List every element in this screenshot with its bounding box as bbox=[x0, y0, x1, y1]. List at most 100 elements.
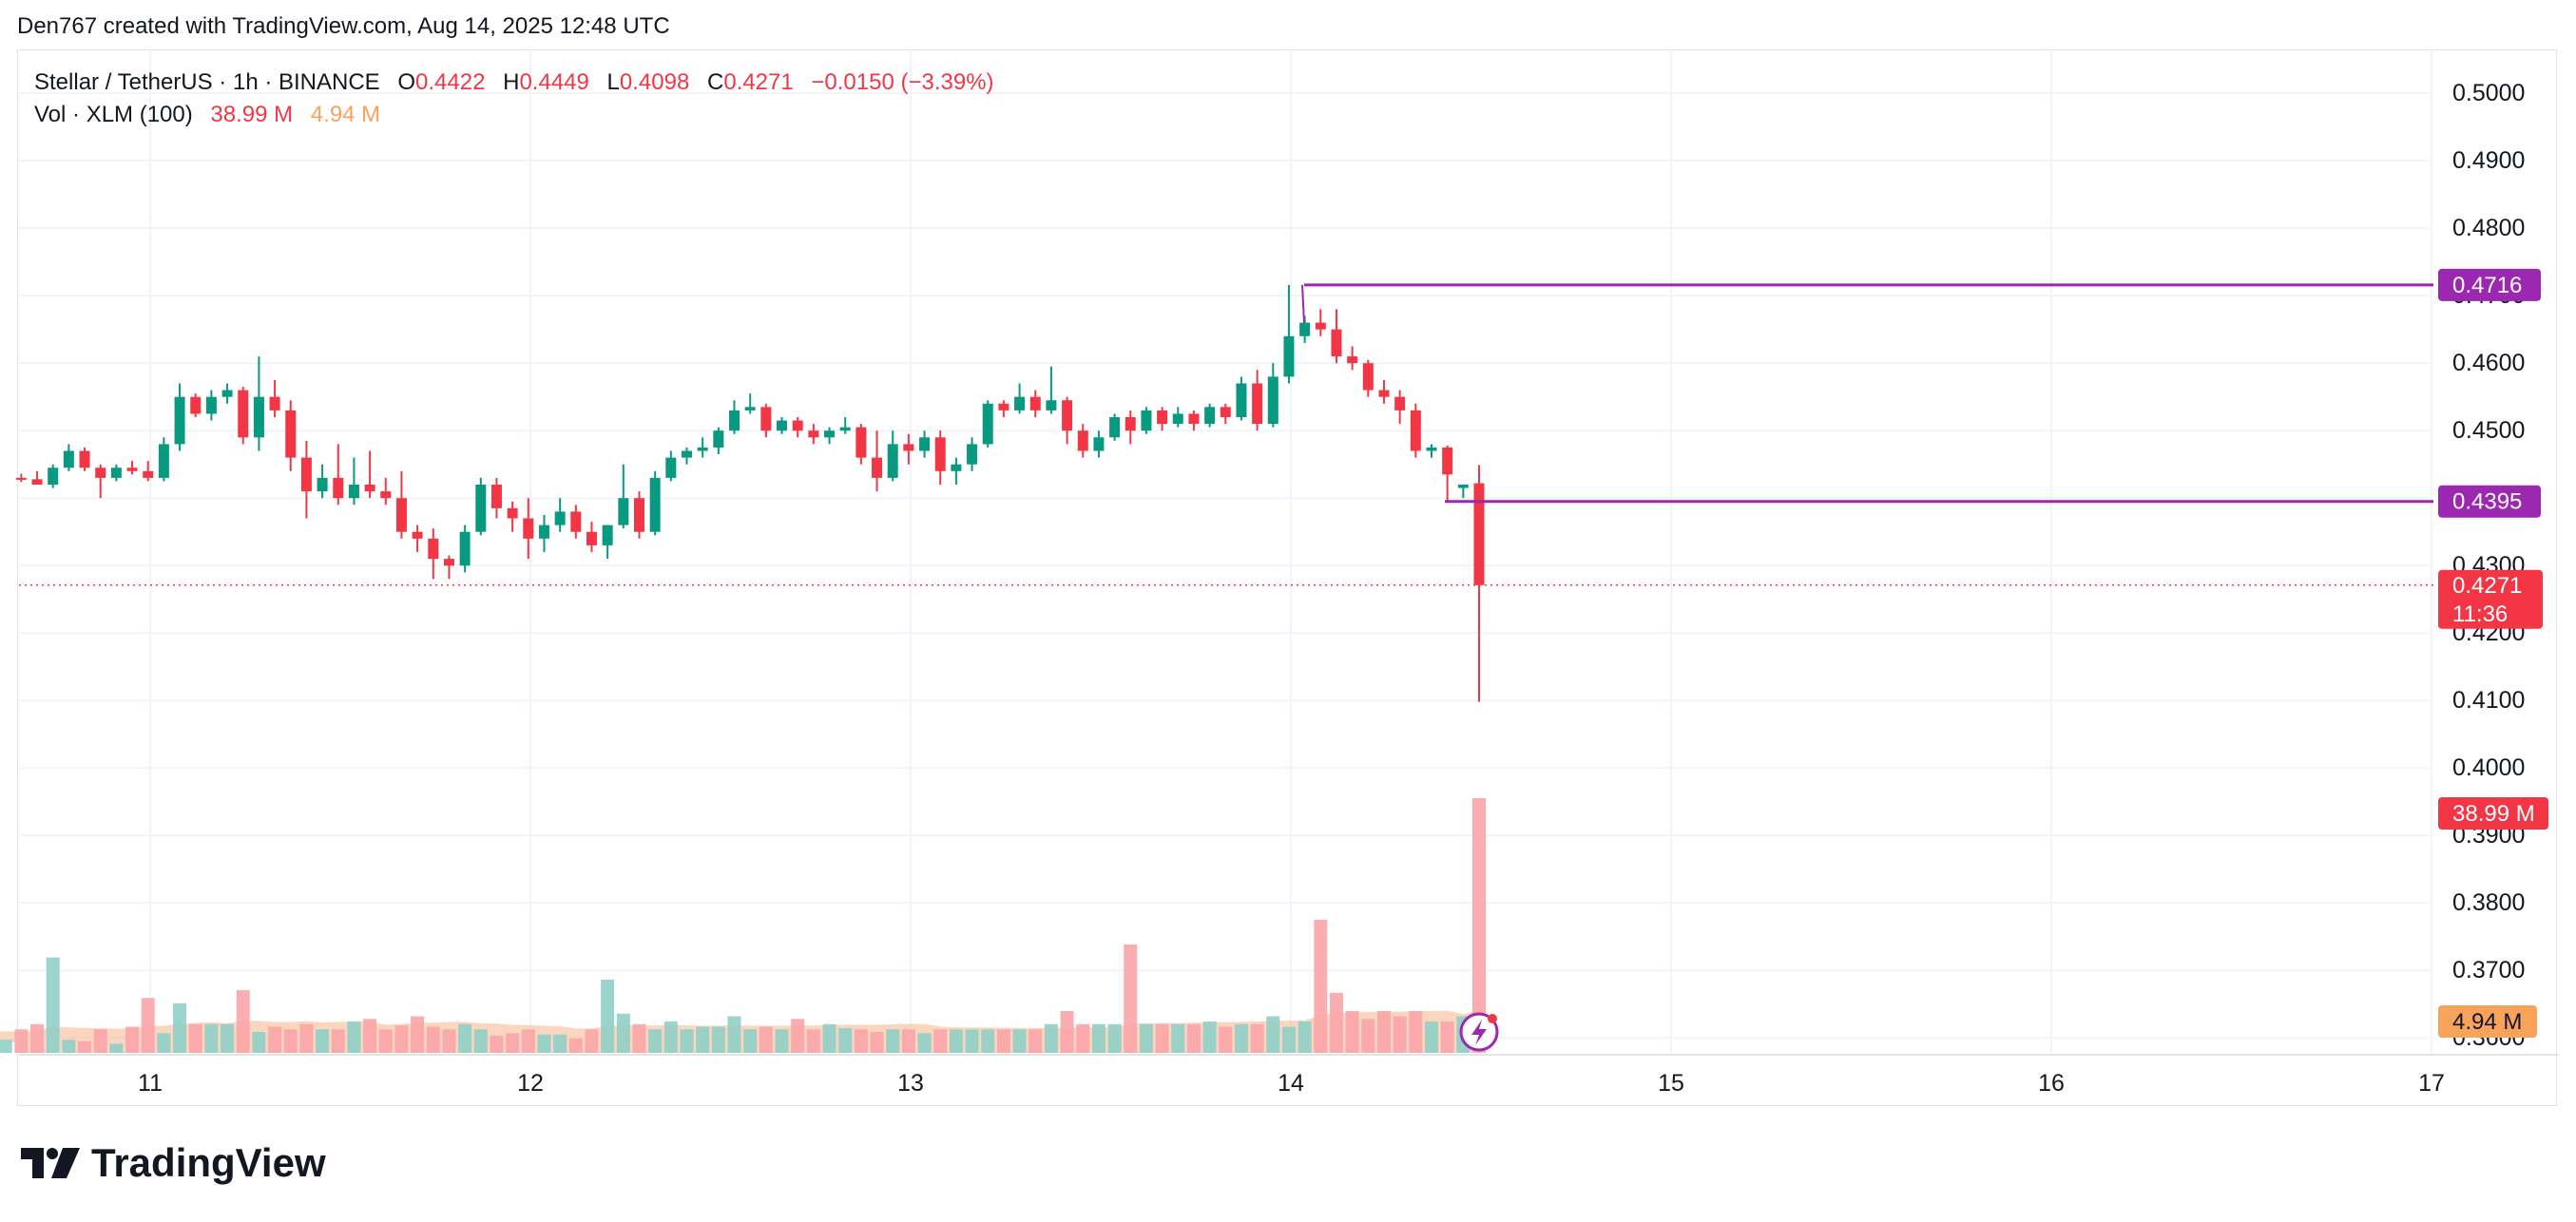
candle[interactable] bbox=[1283, 284, 1295, 384]
candle[interactable] bbox=[475, 477, 487, 536]
candle[interactable] bbox=[570, 505, 582, 539]
candle[interactable] bbox=[934, 430, 946, 485]
candle[interactable] bbox=[300, 440, 312, 519]
candle[interactable] bbox=[697, 437, 708, 458]
candle[interactable] bbox=[380, 477, 392, 506]
candle[interactable] bbox=[1109, 413, 1121, 441]
candle[interactable] bbox=[713, 427, 724, 455]
candle[interactable] bbox=[158, 437, 169, 482]
candle[interactable] bbox=[982, 400, 993, 448]
candle[interactable] bbox=[633, 491, 644, 539]
candle[interactable] bbox=[205, 390, 217, 421]
candle[interactable] bbox=[1362, 359, 1374, 397]
candle[interactable] bbox=[48, 464, 59, 488]
candle[interactable] bbox=[1347, 346, 1358, 371]
candle[interactable] bbox=[1046, 366, 1057, 414]
candle[interactable] bbox=[887, 430, 898, 482]
candle[interactable] bbox=[855, 424, 867, 465]
candle[interactable] bbox=[649, 470, 661, 536]
candle[interactable] bbox=[285, 400, 297, 471]
candle[interactable] bbox=[554, 498, 566, 532]
candle[interactable] bbox=[238, 387, 249, 445]
candle[interactable] bbox=[760, 403, 772, 438]
candle[interactable] bbox=[682, 447, 692, 465]
candle[interactable] bbox=[1473, 465, 1485, 702]
candle[interactable] bbox=[1220, 403, 1231, 425]
candle[interactable] bbox=[1062, 396, 1073, 445]
candle[interactable] bbox=[839, 416, 851, 434]
candle[interactable] bbox=[1029, 390, 1041, 417]
candle[interactable] bbox=[919, 430, 931, 458]
candle[interactable] bbox=[998, 400, 1009, 417]
candle[interactable] bbox=[872, 430, 883, 492]
candle[interactable] bbox=[1331, 309, 1342, 364]
candle[interactable] bbox=[1442, 445, 1453, 502]
candle[interactable] bbox=[143, 461, 154, 482]
candle[interactable] bbox=[1093, 430, 1105, 458]
candle[interactable] bbox=[333, 444, 344, 506]
candle[interactable] bbox=[1172, 407, 1183, 428]
candle[interactable] bbox=[110, 464, 122, 482]
candle[interactable] bbox=[174, 383, 185, 451]
candle[interactable] bbox=[1457, 484, 1469, 499]
candle[interactable] bbox=[1410, 403, 1421, 458]
candle[interactable] bbox=[412, 525, 423, 552]
chart-frame[interactable] bbox=[17, 49, 2557, 1106]
candle[interactable] bbox=[729, 400, 740, 434]
candle[interactable] bbox=[1014, 383, 1026, 414]
candle[interactable] bbox=[1188, 410, 1200, 431]
candle[interactable] bbox=[792, 416, 803, 438]
tradingview-logo[interactable]: TradingView bbox=[21, 1140, 326, 1186]
candle[interactable] bbox=[586, 522, 597, 552]
candle[interactable] bbox=[126, 461, 138, 475]
level-low-badge[interactable]: 0.4395 bbox=[2438, 485, 2541, 518]
candle[interactable] bbox=[269, 379, 280, 417]
candle[interactable] bbox=[1315, 309, 1326, 336]
candle[interactable] bbox=[63, 444, 74, 471]
candle[interactable] bbox=[1236, 376, 1247, 421]
candle[interactable] bbox=[523, 498, 534, 560]
candle[interactable] bbox=[1394, 390, 1406, 425]
candle[interactable] bbox=[808, 424, 819, 445]
candle[interactable] bbox=[1252, 370, 1263, 431]
candle[interactable] bbox=[364, 450, 375, 499]
candle[interactable] bbox=[221, 383, 233, 404]
candle[interactable] bbox=[348, 457, 359, 506]
candle[interactable] bbox=[490, 477, 502, 519]
candle[interactable] bbox=[602, 525, 613, 560]
candle[interactable] bbox=[951, 457, 962, 485]
candle[interactable] bbox=[777, 416, 788, 434]
candle[interactable] bbox=[395, 470, 407, 539]
candle[interactable] bbox=[618, 464, 629, 529]
lightning-icon[interactable] bbox=[1459, 1012, 1499, 1052]
volume-label[interactable]: Vol · XLM (100) bbox=[34, 102, 193, 127]
candle[interactable] bbox=[443, 555, 454, 580]
symbol-label[interactable]: Stellar / TetherUS · 1h · BINANCE bbox=[34, 69, 380, 95]
candle[interactable] bbox=[507, 501, 518, 532]
candle[interactable] bbox=[95, 464, 106, 499]
candle[interactable] bbox=[1141, 407, 1152, 434]
candle[interactable] bbox=[253, 356, 264, 451]
candle[interactable] bbox=[538, 514, 549, 552]
candle[interactable] bbox=[1077, 424, 1088, 458]
candle[interactable] bbox=[1378, 379, 1390, 404]
candle[interactable] bbox=[459, 525, 471, 573]
candle[interactable] bbox=[1426, 444, 1437, 458]
candle[interactable] bbox=[79, 447, 90, 471]
candle[interactable] bbox=[15, 473, 27, 483]
candle[interactable] bbox=[1267, 363, 1278, 428]
candle[interactable] bbox=[31, 470, 43, 485]
candle[interactable] bbox=[665, 450, 677, 482]
candle[interactable] bbox=[903, 433, 914, 465]
level-high-badge[interactable]: 0.4716 bbox=[2438, 268, 2541, 301]
candle[interactable] bbox=[967, 437, 978, 471]
candle[interactable] bbox=[428, 528, 439, 580]
candle[interactable] bbox=[744, 393, 756, 414]
candle[interactable] bbox=[317, 464, 328, 499]
candle[interactable] bbox=[824, 427, 836, 445]
candle[interactable] bbox=[190, 393, 202, 417]
candle[interactable] bbox=[1125, 410, 1136, 445]
candle[interactable] bbox=[1157, 407, 1168, 431]
candle[interactable] bbox=[1204, 403, 1216, 428]
